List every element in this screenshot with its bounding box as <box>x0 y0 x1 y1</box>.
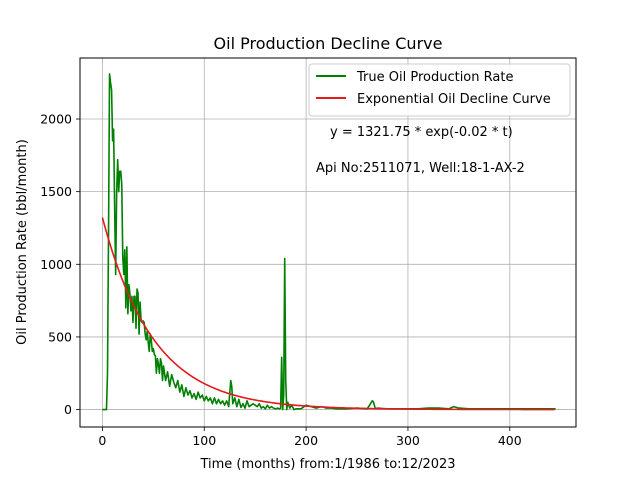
x-tick-label: 100 <box>192 433 216 448</box>
y-tick-label: 1000 <box>40 257 72 272</box>
series-layer <box>101 73 556 411</box>
legend: True Oil Production Rate Exponential Oil… <box>308 63 571 117</box>
plot-area <box>80 58 576 427</box>
ticks: 0 100 200 300 400 0 500 1000 1500 2000 <box>40 112 522 448</box>
plot-frame <box>79 57 577 428</box>
x-tick-label: 300 <box>396 433 420 448</box>
equation-annotation: y = 1321.75 * exp(-0.02 * t) <box>330 125 513 140</box>
legend-entry-exponential: Exponential Oil Decline Curve <box>357 92 551 107</box>
legend-entry-true-rate: True Oil Production Rate <box>356 70 513 85</box>
series-line-exponential <box>101 217 555 411</box>
x-tick-label: 200 <box>294 433 318 448</box>
x-axis-label: Time (months) from:1/1986 to:12/2023 <box>199 457 455 472</box>
y-tick-label: 0 <box>64 402 72 417</box>
y-axis-label: Oil Production Rate (bbl/month) <box>15 139 30 345</box>
y-tick-label: 500 <box>48 329 72 344</box>
y-tick-label: 2000 <box>40 112 72 127</box>
grid <box>80 58 576 427</box>
x-tick-label: 0 <box>98 433 106 448</box>
well-annotation: Api No:2511071, Well:18-1-AX-2 <box>316 161 525 176</box>
y-tick-label: 1500 <box>40 184 72 199</box>
legend-box <box>308 63 571 117</box>
chart-title: Oil Production Decline Curve <box>214 34 443 53</box>
x-tick-label: 400 <box>498 433 522 448</box>
